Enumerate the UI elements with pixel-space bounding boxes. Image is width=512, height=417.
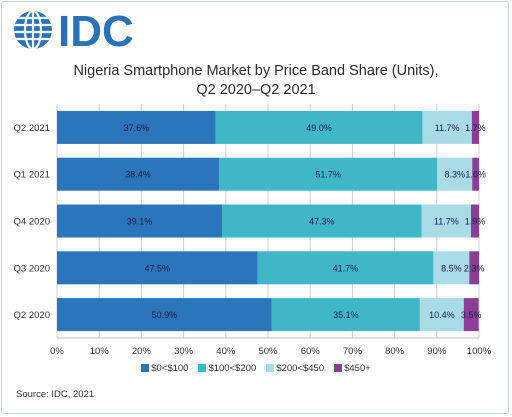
data-label: 50.9% (152, 310, 178, 320)
y-category-label: Q2 2020 (14, 310, 50, 321)
legend-swatch (266, 364, 275, 372)
y-category-label: Q4 2020 (14, 217, 50, 228)
globe-logo-icon: IDC (14, 8, 134, 52)
data-label: 41.7% (333, 263, 359, 273)
data-label: 1.6% (465, 170, 486, 180)
bar-segment (419, 298, 464, 332)
bar-segment (469, 251, 479, 285)
y-category-label: Q3 2020 (14, 263, 50, 274)
bar-segment (271, 298, 420, 332)
source-note: Source: IDC, 2021 (16, 389, 95, 400)
y-category-label: Q1 2021 (14, 170, 50, 181)
data-label: 37.6% (124, 123, 150, 133)
legend-item: $200<$450 (266, 363, 324, 374)
logo-text: IDC (58, 8, 134, 52)
legend-swatch (198, 364, 207, 372)
x-tick-label: 30% (174, 346, 194, 357)
bar-segment (437, 157, 473, 191)
bar-segment (421, 204, 471, 238)
x-tick-label: 40% (216, 346, 236, 357)
legend-label: $450+ (344, 363, 371, 374)
bar-segment (57, 251, 258, 285)
legend-label: $0<$100 (151, 363, 189, 374)
data-label: 3.5% (461, 310, 482, 320)
data-label: 10.4% (429, 310, 455, 320)
legend-label: $100<$200 (208, 363, 257, 374)
data-label: 49.0% (306, 123, 332, 133)
legend-label: $200<$450 (276, 363, 325, 374)
x-tick-label: 0% (50, 346, 64, 357)
bar-segment (57, 110, 216, 144)
x-tick-label: 70% (343, 346, 363, 357)
bar-segment (219, 157, 438, 191)
x-tick-label: 60% (301, 346, 321, 357)
x-tick-label: 100% (467, 346, 492, 357)
bar-segment (470, 204, 479, 238)
data-label: 1.7% (465, 123, 486, 133)
legend-swatch (334, 364, 343, 372)
legend-item: $0<$100 (141, 363, 188, 374)
bar-segment (422, 110, 472, 144)
stacked-bar-chart: 0% 10% 20% 30% 40% 50% 60% 70% 80% 90% 100% Q2 2021… (14, 104, 492, 357)
legend-swatch (141, 364, 150, 372)
bar-segment (57, 298, 272, 332)
data-label: 11.7% (435, 123, 460, 133)
x-tick-label: 50% (258, 346, 278, 357)
chart-legend: $0<$100 $100<$200 $200<$450 $450+ (0, 363, 512, 374)
bar-segment (433, 251, 470, 285)
chart-title-line1: Nigeria Smartphone Market by Price Band … (73, 63, 439, 79)
data-label: 47.3% (309, 217, 335, 227)
y-category-label: Q2 2021 (14, 123, 50, 134)
data-label: 8.3% (444, 170, 465, 180)
legend-item: $100<$200 (198, 363, 256, 374)
bar-segment (222, 204, 422, 238)
data-label: 2.3% (464, 263, 485, 273)
data-label: 51.7% (315, 170, 341, 180)
data-label: 1.9% (465, 217, 486, 227)
legend-item: $450+ (334, 363, 371, 374)
bar-segment (57, 204, 223, 238)
chart-title-line2: Q2 2020–Q2 2021 (196, 82, 316, 98)
data-label: 8.5% (441, 263, 462, 273)
x-tick-label: 80% (385, 346, 405, 357)
x-tick-label: 90% (427, 346, 447, 357)
x-tick-label: 20% (132, 346, 152, 357)
data-label: 11.7% (434, 217, 459, 227)
bar-segment (471, 110, 479, 144)
bar-segment (463, 298, 479, 332)
bar-segment (57, 157, 220, 191)
idc-logo: IDC (12, 8, 147, 52)
bar-segment (472, 157, 479, 191)
bar-segment (215, 110, 423, 144)
data-label: 47.5% (144, 263, 170, 273)
data-label: 39.1% (127, 217, 153, 227)
data-label: 38.4% (125, 170, 151, 180)
bar-segment (257, 251, 434, 285)
data-label: 35.1% (333, 310, 359, 320)
x-tick-label: 10% (90, 346, 110, 357)
